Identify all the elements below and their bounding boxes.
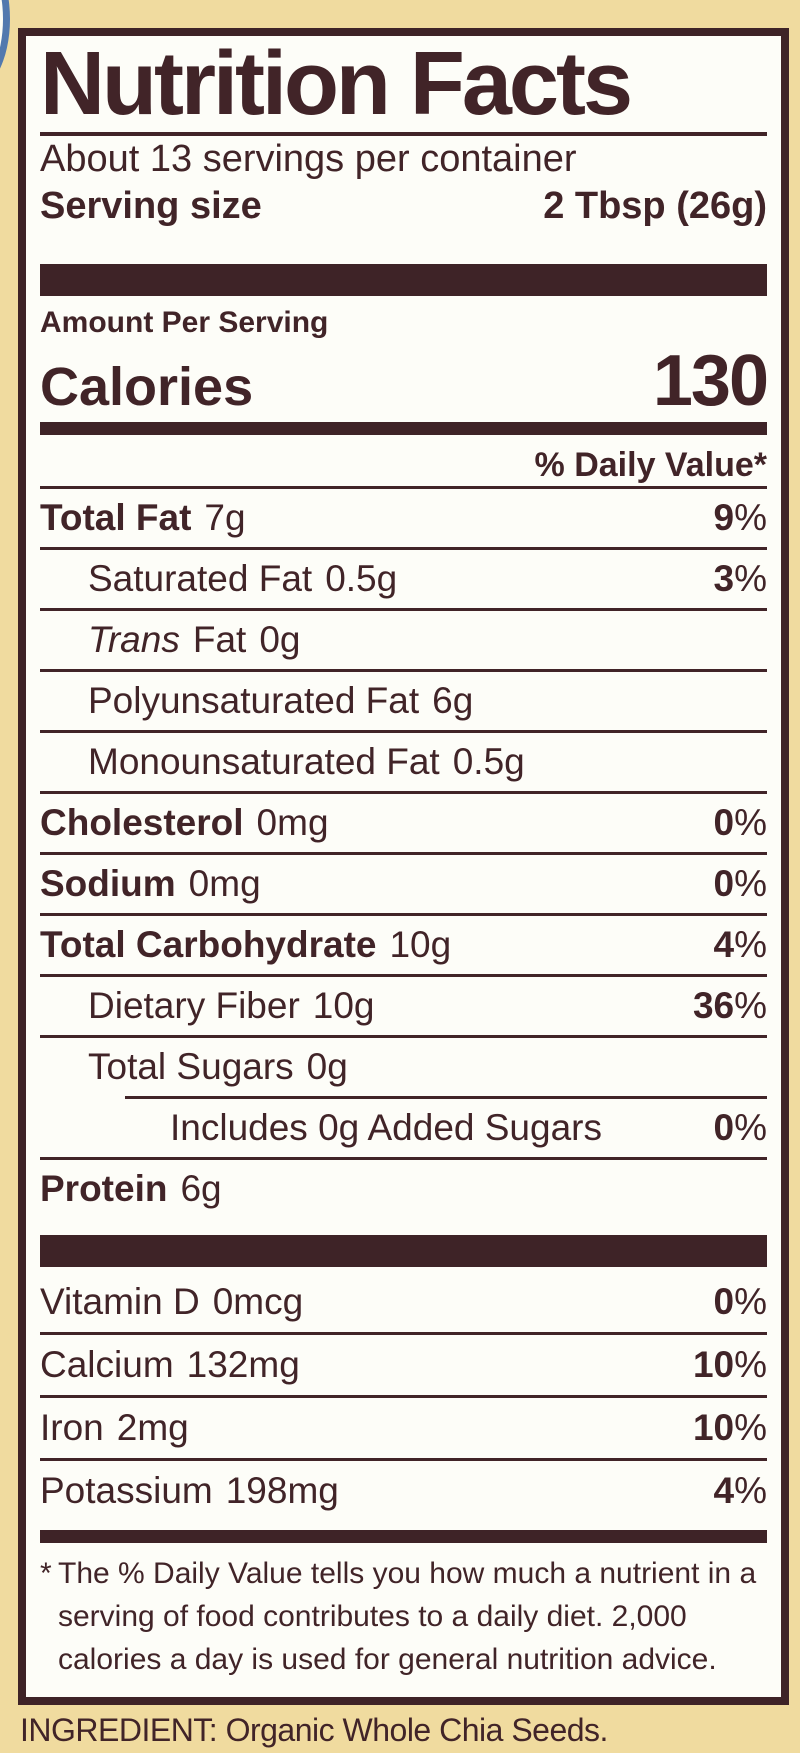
divider [40,791,767,794]
nutrient-name: Total Carbohydrate 10g [40,924,452,965]
divider [40,608,767,611]
nutrient-dv: 9% [713,497,767,538]
nutrient-row-protein: Protein 6g [40,1160,767,1218]
nutrient-amount: 132mg [186,1344,300,1385]
footnote: * The % Daily Value tells you how much a… [40,1552,767,1681]
micronutrient-row-potassium: Potassium 198mg 4% [40,1461,767,1521]
nutrient-name: Cholesterol 0mg [40,802,329,843]
label-title: Nutrition Facts [40,34,633,134]
thick-separator [40,264,767,296]
calories-label: Calories [40,357,254,417]
footnote-text: The % Daily Value tells you how much a n… [58,1557,757,1676]
nutrient-row-polyunsaturated-fat: Polyunsaturated Fat 6g [40,672,767,730]
divider [40,132,767,136]
nutrient-dv: 0% [713,802,767,843]
nutrient-row-sodium: Sodium 0mg 0% [40,855,767,913]
nutrition-facts-panel: Nutrition Facts About 13 servings per co… [18,28,789,1705]
nutrient-amount: 7g [204,497,246,538]
serving-size-label: Serving size [40,185,262,227]
nutrient-dv: 0% [713,1281,767,1322]
nutrient-dv: 36% [692,985,767,1026]
nutrient-name: Potassium 198mg [40,1470,339,1511]
nutrient-row-added-sugars: Includes 0g Added Sugars 0% [40,1099,767,1157]
divider [40,1157,767,1160]
ingredient-line: INGREDIENT: Organic Whole Chia Seeds. [20,1712,608,1748]
nutrient-row-trans-fat: Trans Fat 0g [40,611,767,669]
nutrient-dv: 3% [713,558,767,599]
nutrient-name: Dietary Fiber 10g [88,985,375,1026]
divider [40,913,767,916]
nutrient-name: Includes 0g Added Sugars [170,1107,602,1148]
divider [40,547,767,550]
nutrient-row-total-carbohydrate: Total Carbohydrate 10g 4% [40,916,767,974]
calories-value: 130 [652,341,769,421]
divider [125,1096,767,1099]
nutrient-amount: 198mg [225,1470,339,1511]
nutrient-amount: 0g [259,619,301,660]
nutrient-amount: 6g [180,1168,222,1209]
daily-value-header: % Daily Value* [534,446,767,484]
nutrient-name: Calcium 132mg [40,1344,300,1385]
micronutrient-row-calcium: Calcium 132mg 10% [40,1335,767,1395]
nutrient-name: Trans Fat 0g [88,619,301,660]
medium-separator [40,422,767,435]
nutrient-row-monounsaturated-fat: Monounsaturated Fat 0.5g [40,733,767,791]
nutrient-dv: 0% [713,863,767,904]
calories-row: Calories 130 [40,340,769,421]
nutrient-dv: 10% [692,1344,767,1385]
nutrient-dv: 4% [713,1470,767,1511]
nutrient-dv: 4% [713,924,767,965]
nutrient-amount: 0g [306,1046,348,1087]
footnote-marker: * [40,1557,52,1590]
divider [40,974,767,977]
servings-per-container: About 13 servings per container [40,138,577,180]
nutrient-amount: 0mg [188,863,261,904]
nutrient-amount: 0.5g [452,741,525,782]
thick-separator [40,1235,767,1267]
nutrient-dv: 10% [692,1407,767,1448]
nutrient-amount: 0mcg [212,1281,304,1322]
nutrient-name: Iron 2mg [40,1407,189,1448]
medium-separator [40,1530,767,1543]
nutrient-amount: 6g [432,680,474,721]
serving-size-row: Serving size 2 Tbsp (26g) [40,183,767,230]
nutrient-amount: 2mg [116,1407,189,1448]
nutrient-row-cholesterol: Cholesterol 0mg 0% [40,794,767,852]
nutrient-name: Total Fat 7g [40,497,246,538]
nutrient-amount: 10g [389,924,452,965]
divider [40,1332,767,1335]
divider [40,1458,767,1461]
nutrient-row-dietary-fiber: Dietary Fiber 10g 36% [40,977,767,1035]
divider [40,486,767,489]
divider [40,852,767,855]
micronutrient-row-iron: Iron 2mg 10% [40,1398,767,1458]
nutrient-name: Protein 6g [40,1168,222,1209]
serving-size-value: 2 Tbsp (26g) [543,185,767,227]
nutrient-name: Monounsaturated Fat 0.5g [88,741,525,782]
nutrient-row-saturated-fat: Saturated Fat 0.5g 3% [40,550,767,608]
nutrient-amount: 0.5g [325,558,398,599]
amount-per-serving-label: Amount Per Serving [40,306,329,339]
nutrient-row-total-sugars: Total Sugars 0g [40,1038,767,1096]
nutrient-name: Total Sugars 0g [88,1046,348,1087]
nutrient-name: Sodium 0mg [40,863,261,904]
nutrient-name: Vitamin D 0mcg [40,1281,304,1322]
nutrient-name: Polyunsaturated Fat 6g [88,680,474,721]
nutrient-name: Saturated Fat 0.5g [88,558,398,599]
divider [40,730,767,733]
nutrient-row-total-fat: Total Fat 7g 9% [40,489,767,547]
divider [40,669,767,672]
partial-badge-icon [0,0,10,94]
nutrient-amount: 10g [312,985,375,1026]
nutrient-dv: 0% [713,1107,767,1148]
micronutrient-row-vitamin-d: Vitamin D 0mcg 0% [40,1272,767,1332]
nutrient-amount: 0mg [256,802,329,843]
divider [40,1395,767,1398]
divider [40,1035,767,1038]
